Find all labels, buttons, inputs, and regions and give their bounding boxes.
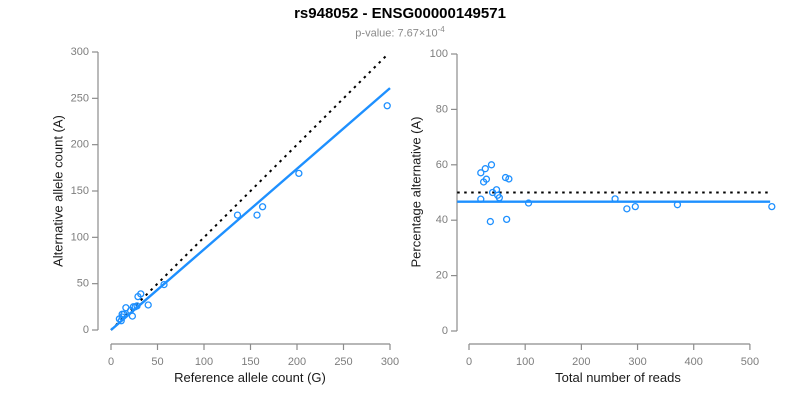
- data-point: [631, 202, 639, 211]
- data-point: [258, 203, 267, 211]
- x-axis-tick-label: 200: [572, 356, 590, 368]
- data-point: [383, 102, 391, 110]
- data-point: [477, 169, 485, 177]
- data-point: [120, 310, 128, 318]
- data-point: [295, 169, 303, 178]
- x-axis-tick-label: 100: [516, 356, 534, 368]
- y-axis-tick-label: 0: [442, 325, 448, 337]
- pvalue-text: p-value: 7.67×10: [355, 27, 438, 40]
- x-axis-tick-label: 400: [685, 356, 703, 368]
- y-axis-tick-label: 60: [436, 159, 448, 171]
- identity-line: [110, 54, 387, 331]
- y-axis-tick-label: 100: [430, 48, 448, 60]
- right-x-axis-label: Total number of reads: [555, 370, 681, 385]
- y-axis-tick-label: 300: [71, 46, 89, 58]
- data-point: [233, 211, 242, 219]
- data-point: [768, 202, 776, 211]
- y-axis-tick-label: 100: [71, 231, 89, 243]
- y-axis-tick-label: 200: [71, 139, 89, 151]
- data-point: [486, 217, 494, 226]
- data-point: [501, 173, 510, 182]
- y-axis-tick-label: 40: [436, 214, 448, 226]
- y-axis-tick-label: 20: [436, 270, 448, 282]
- scatter-plot-allele-counts: 0 50 100 150 200 250 300 0 50 100 150 200 250 300: [71, 46, 400, 368]
- scatter-plot-percentage-alternative: 0 20 40 60 80 100 0 100 200 300 400 500: [430, 48, 776, 368]
- data-point: [253, 211, 261, 219]
- data-point: [611, 195, 619, 203]
- data-point: [477, 195, 485, 203]
- y-axis-tick-label: 250: [71, 92, 89, 104]
- y-axis-tick-label: 50: [77, 278, 89, 290]
- y-axis-tick-label: 80: [436, 103, 448, 115]
- data-point: [524, 199, 533, 207]
- x-axis-tick-label: 100: [195, 356, 213, 368]
- x-axis-tick-label: 0: [466, 356, 472, 368]
- fit-line: [110, 87, 391, 331]
- left-y-axis-label: Alternative allele count (A): [50, 115, 66, 267]
- y-axis-tick-label: 0: [83, 324, 89, 336]
- data-point: [495, 194, 503, 202]
- x-axis-tick-label: 250: [334, 356, 352, 368]
- x-axis-tick-label: 0: [108, 356, 114, 368]
- figure-subtitle-pvalue: p-value: 7.67×10-4: [0, 25, 800, 40]
- right-y-axis-label: Percentage alternative (A): [408, 116, 424, 268]
- data-point: [133, 302, 141, 310]
- data-point: [117, 317, 125, 325]
- data-point: [128, 312, 137, 320]
- x-axis-tick-label: 300: [628, 356, 646, 368]
- x-axis-tick-label: 150: [241, 356, 259, 368]
- x-axis-tick-label: 300: [381, 356, 399, 368]
- data-point: [160, 280, 168, 289]
- pvalue-exponent: -4: [437, 25, 445, 34]
- data-point: [137, 290, 145, 298]
- data-point: [487, 161, 496, 169]
- data-point: [502, 215, 511, 224]
- data-point: [481, 165, 489, 173]
- left-x-axis-label: Reference allele count (G): [174, 370, 326, 385]
- figure-title: rs948052 - ENSG00000149571: [294, 5, 506, 22]
- data-point: [482, 175, 491, 183]
- x-axis-tick-label: 500: [741, 356, 759, 368]
- y-axis-tick-label: 150: [71, 185, 89, 197]
- data-point: [673, 201, 682, 209]
- data-point: [623, 205, 631, 213]
- x-axis-tick-label: 200: [288, 356, 306, 368]
- data-point: [144, 301, 152, 309]
- data-point: [505, 175, 513, 183]
- x-axis-tick-label: 50: [151, 356, 163, 368]
